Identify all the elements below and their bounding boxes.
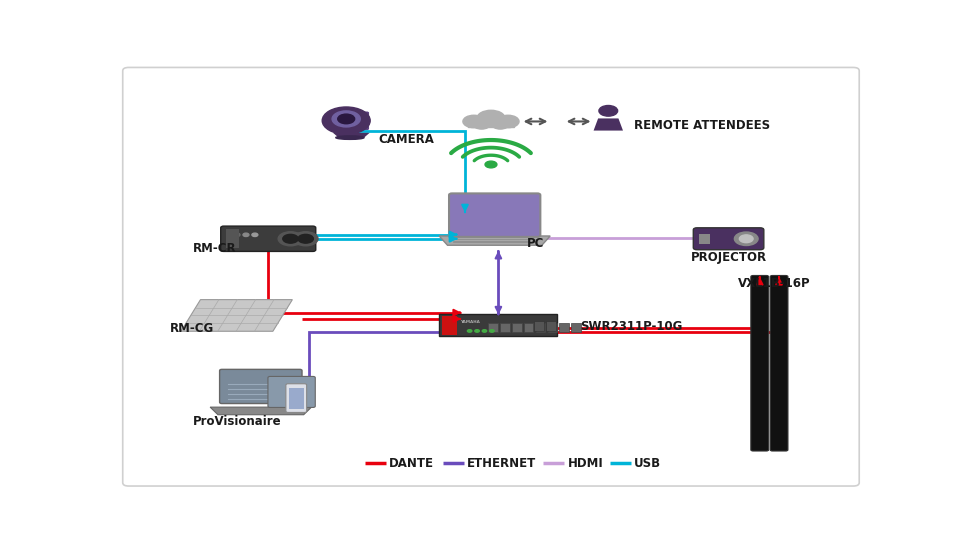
Text: VXL1B-16P: VXL1B-16P (738, 277, 810, 290)
Circle shape (322, 107, 370, 134)
Text: USB: USB (634, 456, 661, 470)
Circle shape (485, 161, 497, 168)
FancyBboxPatch shape (289, 388, 304, 409)
Circle shape (740, 235, 753, 243)
Text: ETHERNET: ETHERNET (468, 456, 536, 470)
Text: SWR2311P-10G: SWR2311P-10G (580, 319, 682, 333)
FancyBboxPatch shape (354, 111, 369, 130)
Text: PROJECTOR: PROJECTOR (691, 250, 766, 264)
Circle shape (243, 233, 249, 237)
Polygon shape (210, 407, 311, 415)
Circle shape (293, 232, 318, 246)
Text: CAMERA: CAMERA (378, 133, 434, 146)
FancyBboxPatch shape (770, 276, 787, 451)
Text: REMOTE ATTENDEES: REMOTE ATTENDEES (634, 119, 770, 132)
Circle shape (475, 330, 479, 332)
FancyBboxPatch shape (559, 323, 569, 332)
FancyBboxPatch shape (536, 323, 545, 332)
FancyBboxPatch shape (571, 323, 581, 332)
FancyBboxPatch shape (524, 323, 534, 332)
Circle shape (338, 114, 354, 124)
Text: YAMAHA: YAMAHA (460, 320, 480, 324)
FancyBboxPatch shape (285, 384, 307, 413)
Text: HDMI: HDMI (567, 456, 604, 470)
Circle shape (468, 330, 472, 332)
Polygon shape (333, 133, 370, 138)
Text: PC: PC (527, 237, 544, 250)
FancyBboxPatch shape (694, 228, 764, 250)
Circle shape (482, 330, 487, 332)
Circle shape (332, 111, 360, 127)
Circle shape (599, 106, 618, 116)
Text: DANTE: DANTE (389, 456, 434, 470)
FancyBboxPatch shape (512, 323, 521, 332)
Polygon shape (181, 300, 292, 332)
FancyBboxPatch shape (226, 229, 239, 248)
FancyBboxPatch shape (699, 234, 711, 244)
FancyBboxPatch shape (268, 376, 315, 408)
Circle shape (283, 235, 298, 243)
Circle shape (497, 115, 519, 128)
Ellipse shape (336, 136, 364, 139)
FancyBboxPatch shape (535, 321, 544, 331)
FancyBboxPatch shape (440, 315, 558, 336)
FancyBboxPatch shape (500, 323, 510, 332)
Circle shape (463, 115, 485, 128)
Circle shape (278, 232, 303, 246)
FancyBboxPatch shape (546, 321, 556, 331)
FancyBboxPatch shape (489, 323, 498, 332)
Text: RM-CR: RM-CR (193, 242, 236, 255)
Polygon shape (594, 118, 623, 130)
Polygon shape (439, 236, 550, 246)
Text: RM-CG: RM-CG (171, 322, 215, 335)
Circle shape (234, 233, 240, 237)
FancyBboxPatch shape (449, 193, 540, 237)
Circle shape (477, 110, 505, 126)
Circle shape (491, 119, 509, 129)
Circle shape (490, 330, 494, 332)
FancyBboxPatch shape (443, 316, 457, 334)
Circle shape (252, 233, 258, 237)
FancyBboxPatch shape (751, 276, 768, 451)
Circle shape (735, 232, 758, 246)
Polygon shape (468, 121, 514, 127)
FancyBboxPatch shape (219, 369, 302, 403)
FancyBboxPatch shape (220, 226, 316, 252)
Circle shape (298, 235, 313, 243)
FancyBboxPatch shape (548, 323, 558, 332)
Text: ProVisionaire: ProVisionaire (193, 415, 281, 429)
Circle shape (473, 119, 490, 129)
